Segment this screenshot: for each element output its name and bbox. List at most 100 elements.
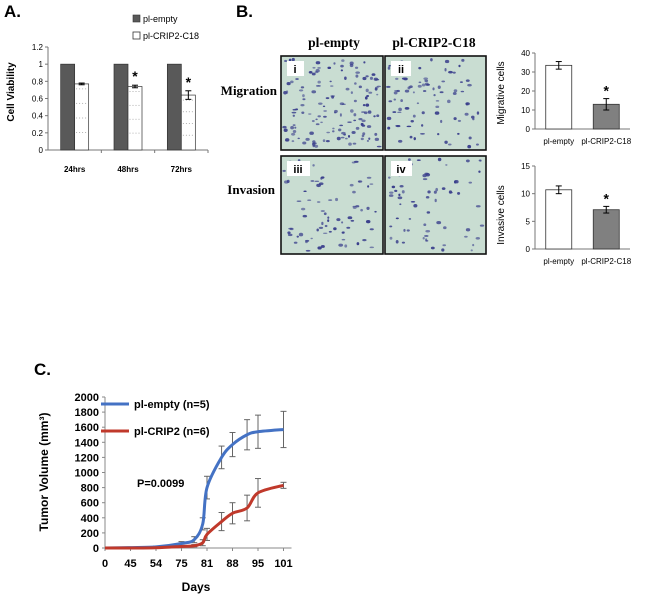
- stained-cell: [427, 190, 431, 194]
- stained-cell: [479, 224, 485, 227]
- stained-cell: [388, 64, 391, 67]
- stained-cell: [316, 85, 321, 87]
- stained-cell: [468, 181, 473, 184]
- panel-a-bar-texture-dot: [135, 90, 137, 92]
- stained-cell: [312, 145, 315, 148]
- panel-a-bar-texture-dot: [138, 90, 140, 92]
- panel-a-bar-texture-dot: [132, 118, 134, 120]
- stained-cell: [290, 80, 294, 84]
- stained-cell: [435, 187, 439, 192]
- stained-cell: [475, 236, 481, 240]
- panel-a-bar-texture-dot: [79, 117, 81, 119]
- stained-cell: [296, 235, 299, 238]
- stained-cell: [322, 105, 326, 108]
- stained-cell: [311, 72, 316, 76]
- stained-cell: [317, 80, 321, 84]
- stained-cell: [351, 130, 356, 134]
- stained-cell: [311, 90, 317, 94]
- stained-cell: [448, 190, 453, 194]
- stained-cell: [307, 199, 312, 202]
- stained-cell: [387, 126, 391, 130]
- panel-c-y-tick-label: 1600: [75, 422, 99, 434]
- stained-cell: [457, 192, 461, 195]
- stained-cell: [298, 89, 304, 92]
- stained-cell: [400, 99, 403, 103]
- stained-cell: [433, 190, 437, 194]
- stained-cell: [395, 125, 400, 127]
- stained-cell: [312, 142, 317, 145]
- stained-cell: [317, 115, 321, 118]
- stained-cell: [361, 111, 366, 113]
- panel-a-bar-texture-dot: [129, 132, 131, 134]
- stained-cell: [285, 90, 289, 94]
- panel-a-bar-texture-dot: [185, 134, 187, 136]
- panel-a-bar-texture-dot: [191, 134, 193, 136]
- stained-cell: [312, 66, 316, 69]
- stained-cell: [347, 135, 351, 138]
- stained-cell: [351, 161, 356, 164]
- stained-cell: [339, 124, 344, 127]
- stained-cell: [294, 126, 297, 129]
- stained-cell: [291, 140, 295, 143]
- stained-cell: [467, 83, 472, 87]
- stained-cell: [344, 244, 348, 248]
- panel-a-bar-texture-dot: [132, 132, 134, 134]
- panel-c-x-label: Days: [182, 580, 211, 594]
- stained-cell: [317, 67, 321, 69]
- stained-cell: [341, 59, 345, 62]
- migration-x-tick-label: pl-empty: [543, 137, 574, 146]
- stained-cell: [302, 141, 307, 145]
- stained-cell: [367, 185, 370, 188]
- stained-cell: [325, 97, 330, 100]
- stained-cell: [457, 119, 462, 122]
- invasion-y-tick-label: 5: [526, 217, 531, 226]
- migration-y-tick-label: 20: [521, 87, 530, 96]
- migration-y-tick-label: 30: [521, 68, 530, 77]
- stained-cell: [437, 85, 441, 89]
- stained-cell: [360, 208, 363, 212]
- panel-a-bar-texture-dot: [132, 90, 134, 92]
- stained-cell: [353, 99, 357, 103]
- stained-cell: [421, 124, 424, 127]
- stained-cell: [389, 236, 393, 240]
- stained-cell: [442, 244, 447, 247]
- stained-cell: [460, 90, 465, 93]
- stained-cell: [369, 246, 374, 249]
- panel-c-y-tick-label: 200: [81, 528, 99, 540]
- stained-cell: [343, 133, 346, 136]
- panel-c-x-tick-label: 75: [175, 558, 187, 570]
- row-label-invasion: Invasion: [227, 182, 275, 197]
- panel-a-bar-texture-dot: [85, 131, 87, 133]
- invasion-y-tick-label: 10: [521, 190, 530, 199]
- stained-cell: [478, 170, 481, 173]
- tile-label-ii: ii: [398, 64, 404, 76]
- stained-cell: [315, 61, 321, 65]
- stained-cell: [465, 228, 471, 232]
- panel-b-micrographs: pl-empty pl-CRIP2-C18 Migration Invasion…: [221, 35, 487, 255]
- stained-cell: [348, 142, 352, 146]
- stained-cell: [388, 100, 393, 103]
- stained-cell: [447, 143, 452, 146]
- stained-cell: [309, 131, 314, 135]
- invasion-x-tick-label: pl-CRIP2-C18: [581, 257, 631, 266]
- stained-cell: [344, 76, 347, 80]
- stained-cell: [376, 85, 381, 88]
- stained-cell: [296, 200, 302, 202]
- panel-a-bar-texture-dot: [185, 111, 187, 113]
- stained-cell: [322, 232, 328, 235]
- panel-a-bar-texture-dot: [182, 123, 184, 125]
- stained-cell: [283, 128, 288, 132]
- stained-cell: [300, 104, 305, 107]
- stained-cell: [300, 86, 305, 89]
- stained-cell: [310, 179, 315, 182]
- stained-cell: [310, 237, 313, 240]
- panel-c-x-tick-label: 88: [226, 558, 238, 570]
- stained-cell: [355, 71, 360, 74]
- stained-cell: [465, 79, 470, 82]
- micrograph-border: [384, 55, 487, 151]
- stained-cell: [366, 95, 370, 97]
- panel-a-bar-texture-dot: [182, 111, 184, 113]
- stained-cell: [423, 77, 429, 80]
- stained-cell: [344, 137, 348, 140]
- panel-a-bar-texture-dot: [135, 118, 137, 120]
